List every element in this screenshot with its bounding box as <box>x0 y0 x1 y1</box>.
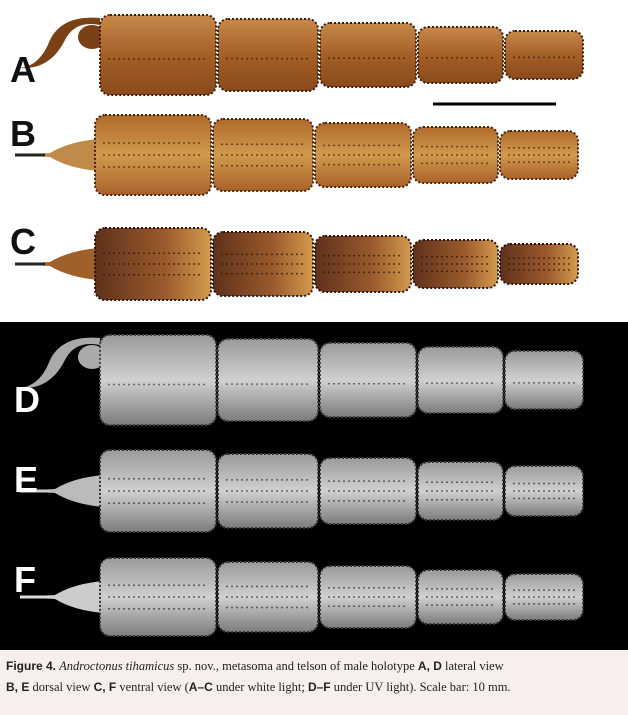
metasoma-segment <box>412 239 499 289</box>
metasoma-segment <box>99 334 217 426</box>
metasoma-segment <box>417 569 504 625</box>
metasoma-segment <box>217 18 319 92</box>
caption-text: under UV light). Scale bar: 10 mm. <box>330 680 511 694</box>
figure: A B C D E F <box>0 14 628 650</box>
panel-label: F <box>14 559 36 600</box>
telson <box>20 475 105 507</box>
panel-label: E <box>14 459 38 500</box>
panel-label: A <box>10 49 36 90</box>
caption-text: Figure 4. <box>6 659 57 673</box>
caption-text: sp. nov., metasoma and telson of male ho… <box>174 659 418 673</box>
caption-line: B, E dorsal view C, F ventral view (A–C … <box>6 680 511 695</box>
panel-label: D <box>14 379 40 420</box>
telson <box>20 337 100 389</box>
caption-text: Androctonus tihamicus <box>59 659 175 673</box>
caption: Figure 4. Androctonus tihamicus sp. nov.… <box>0 650 628 715</box>
panel-label: B <box>10 113 36 154</box>
caption-line: Figure 4. Androctonus tihamicus sp. nov.… <box>6 659 504 674</box>
metasoma-segment <box>417 346 504 414</box>
caption-text: lateral view <box>441 659 504 673</box>
caption-text: dorsal view <box>29 680 94 694</box>
telson <box>15 248 100 280</box>
caption-text: A, D <box>417 659 442 673</box>
metasoma-segment <box>504 30 584 80</box>
caption-text: under white light; <box>212 680 308 694</box>
panel-label: C <box>10 221 36 262</box>
telson <box>20 581 105 613</box>
caption-text: A–C <box>188 680 213 694</box>
metasoma-segment <box>99 14 217 96</box>
caption-text: C, F <box>93 680 117 694</box>
telson <box>20 17 100 69</box>
metasoma-segment <box>412 126 499 184</box>
metasoma-segment <box>319 342 417 418</box>
metasoma-segment <box>217 338 319 422</box>
metasoma-segment <box>319 22 417 88</box>
caption-text: D–F <box>307 680 331 694</box>
telson <box>15 139 100 171</box>
metasoma-segment <box>417 461 504 521</box>
caption-text: B, E <box>6 680 30 694</box>
metasoma-segment <box>417 26 504 84</box>
metasoma-segment <box>504 350 584 410</box>
caption-text: ventral view ( <box>116 680 189 694</box>
